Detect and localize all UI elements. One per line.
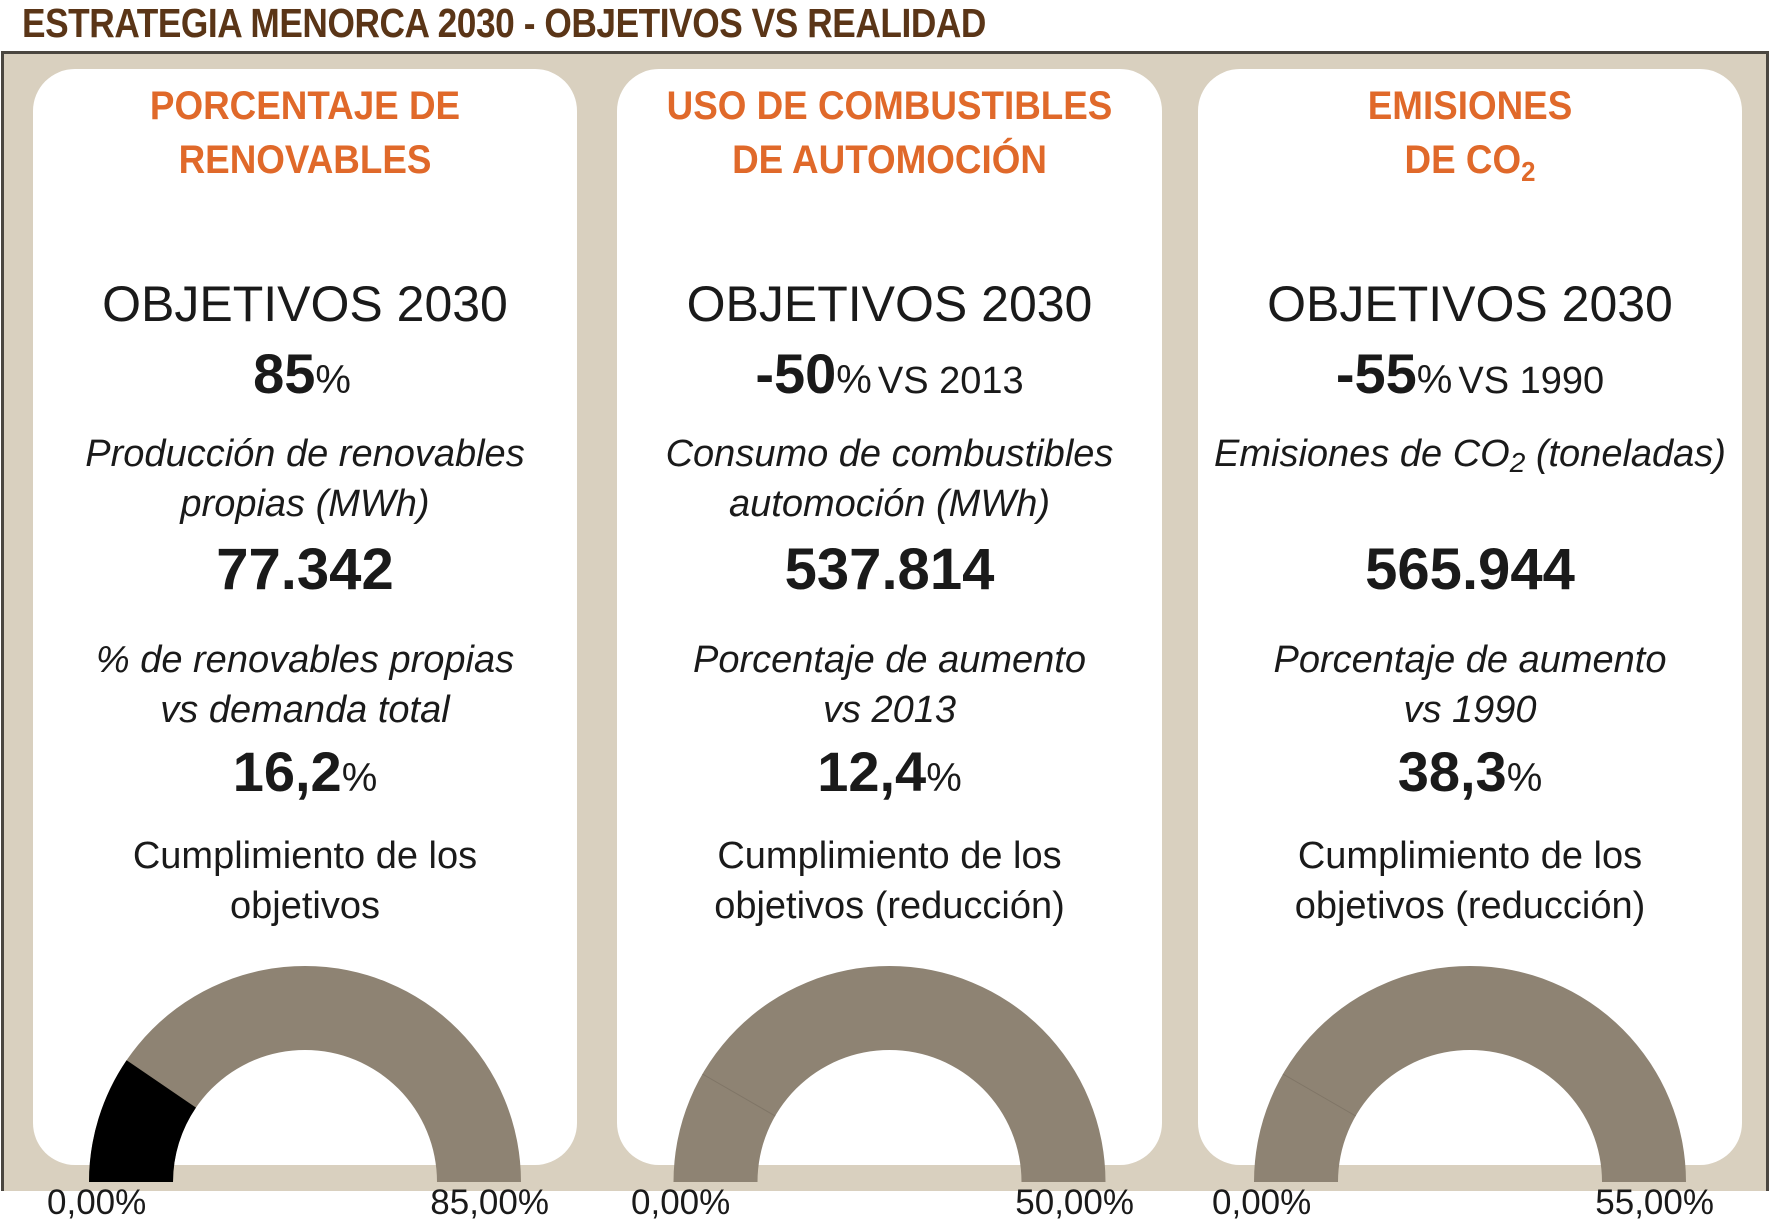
card-title-line: RENOVABLES — [178, 138, 432, 182]
percent-sign: % — [341, 756, 378, 800]
percent-number: 12,4 — [817, 740, 927, 803]
gauge-max-label: 85,00% — [430, 1183, 549, 1222]
card-fuel-usage: USO DE COMBUSTIBLES DE AUTOMOCIÓN OBJETI… — [617, 69, 1162, 1222]
gauge-seam — [702, 1073, 776, 1117]
metric-label-line: Consumo de combustibles — [665, 433, 1114, 475]
metric-label-line: Emisiones de CO2 (toneladas) — [1198, 429, 1742, 479]
gauge-min-label: 0,00% — [47, 1183, 147, 1222]
gauge-seam — [1282, 1073, 1356, 1117]
metric-label-subscript: 2 — [1509, 447, 1526, 478]
card-title-line: USO DE COMBUSTIBLES — [666, 84, 1113, 128]
goal-value: -50% VS 2013 — [617, 341, 1162, 422]
percent-value: 38,3% — [1198, 737, 1742, 822]
goal-heading: OBJETIVOS 2030 — [102, 276, 508, 332]
compliance-label-line: objetivos (reducción) — [1294, 885, 1646, 927]
goal-number: -55 — [1335, 342, 1417, 405]
compliance-label-line: Cumplimiento de los — [717, 835, 1062, 877]
percent-label-line: Porcentaje de aumento — [1273, 639, 1667, 681]
percent-label-line: % de renovables propias — [95, 639, 515, 681]
metric-value: 77.342 — [216, 537, 394, 602]
goal-number: 85 — [253, 342, 316, 405]
percent-sign: % — [1506, 756, 1543, 800]
percent-label-line: Porcentaje de aumento — [693, 639, 1086, 681]
metric-value: 537.814 — [784, 537, 995, 602]
goal-value: 85% — [33, 341, 577, 422]
goal-percent-sign: % — [315, 358, 351, 402]
goal-percent-sign: % — [836, 358, 872, 402]
metric-label: Emisiones de CO2 (toneladas) — [1198, 429, 1742, 479]
goal-number: -50 — [755, 342, 837, 405]
percent-value: 12,4% — [617, 737, 1162, 822]
gauge-track — [1254, 966, 1686, 1182]
metric-label-unit: (toneladas) — [1525, 433, 1726, 475]
metric-label-line: propias (MWh) — [180, 483, 430, 525]
goal-value: -55% VS 1990 — [1198, 341, 1742, 422]
card-renewables: PORCENTAJE DE RENOVABLES OBJETIVOS 2030 … — [33, 69, 577, 1222]
card-co2-emissions: EMISIONES DE CO2 OBJETIVOS 2030 -55% VS 1… — [1198, 69, 1742, 1222]
metric-label: Producción de renovables propias (MWh) — [33, 429, 577, 529]
gauge-min-label: 0,00% — [631, 1183, 731, 1222]
gauge-min-label: 0,00% — [1212, 1183, 1312, 1222]
metric-label-line: Producción de renovables — [85, 433, 525, 475]
compliance-label: Cumplimiento de los objetivos (reducción… — [617, 831, 1162, 931]
gauge-chart — [1254, 966, 1686, 1182]
card-title: USO DE COMBUSTIBLES DE AUTOMOCIÓN — [639, 79, 1140, 187]
metric-value: 565.944 — [1365, 537, 1575, 602]
percent-label-line: vs demanda total — [160, 689, 450, 731]
card-title-line: DE CO2 — [1220, 133, 1720, 187]
goal-baseline: VS 2013 — [877, 360, 1024, 402]
metric-label: Consumo de combustibles automoción (MWh) — [617, 429, 1162, 529]
metric-label-text: Emisiones de CO — [1214, 433, 1510, 475]
percent-label: Porcentaje de aumento vs 1990 — [1198, 635, 1742, 735]
goal-baseline: VS 1990 — [1458, 360, 1605, 402]
gauge-chart — [89, 966, 521, 1182]
compliance-label: Cumplimiento de los objetivos — [33, 831, 577, 931]
compliance-label-line: objetivos — [230, 885, 380, 927]
card-title-subscript: 2 — [1521, 156, 1536, 187]
compliance-label-line: objetivos (reducción) — [714, 885, 1065, 927]
goal-percent-sign: % — [1416, 358, 1453, 402]
percent-label: % de renovables propias vs demanda total — [33, 635, 577, 735]
card-title: EMISIONES DE CO2 — [1220, 79, 1720, 187]
percent-value: 16,2% — [33, 737, 577, 822]
card-title-line: PORCENTAJE DE — [149, 84, 461, 128]
card-title-text: DE CO — [1404, 138, 1522, 182]
compliance-label-line: Cumplimiento de los — [1297, 835, 1643, 877]
gauge-chart — [673, 966, 1106, 1182]
percent-label-line: vs 1990 — [1403, 689, 1537, 731]
percent-number: 38,3 — [1397, 740, 1507, 803]
gauge-max-label: 55,00% — [1595, 1183, 1714, 1222]
compliance-label-line: Cumplimiento de los — [132, 835, 478, 877]
metric-label-line: automoción (MWh) — [729, 483, 1050, 525]
gauge-track — [89, 966, 521, 1182]
gauge-fill — [89, 1060, 196, 1182]
goal-heading: OBJETIVOS 2030 — [686, 276, 1093, 332]
percent-label: Porcentaje de aumento vs 2013 — [617, 635, 1162, 735]
card-title-line: DE AUTOMOCIÓN — [732, 138, 1047, 182]
goal-heading: OBJETIVOS 2030 — [1267, 276, 1673, 332]
compliance-label: Cumplimiento de los objetivos (reducción… — [1198, 831, 1742, 931]
percent-sign: % — [926, 756, 962, 800]
card-title: PORCENTAJE DE RENOVABLES — [55, 79, 555, 187]
page-title: ESTRATEGIA MENORCA 2030 - OBJETIVOS VS R… — [22, 0, 986, 46]
card-title-line: EMISIONES — [1367, 84, 1573, 128]
percent-label-line: vs 2013 — [822, 689, 957, 731]
percent-number: 16,2 — [232, 740, 342, 803]
gauge-track — [673, 966, 1106, 1182]
gauge-max-label: 50,00% — [1015, 1183, 1134, 1222]
